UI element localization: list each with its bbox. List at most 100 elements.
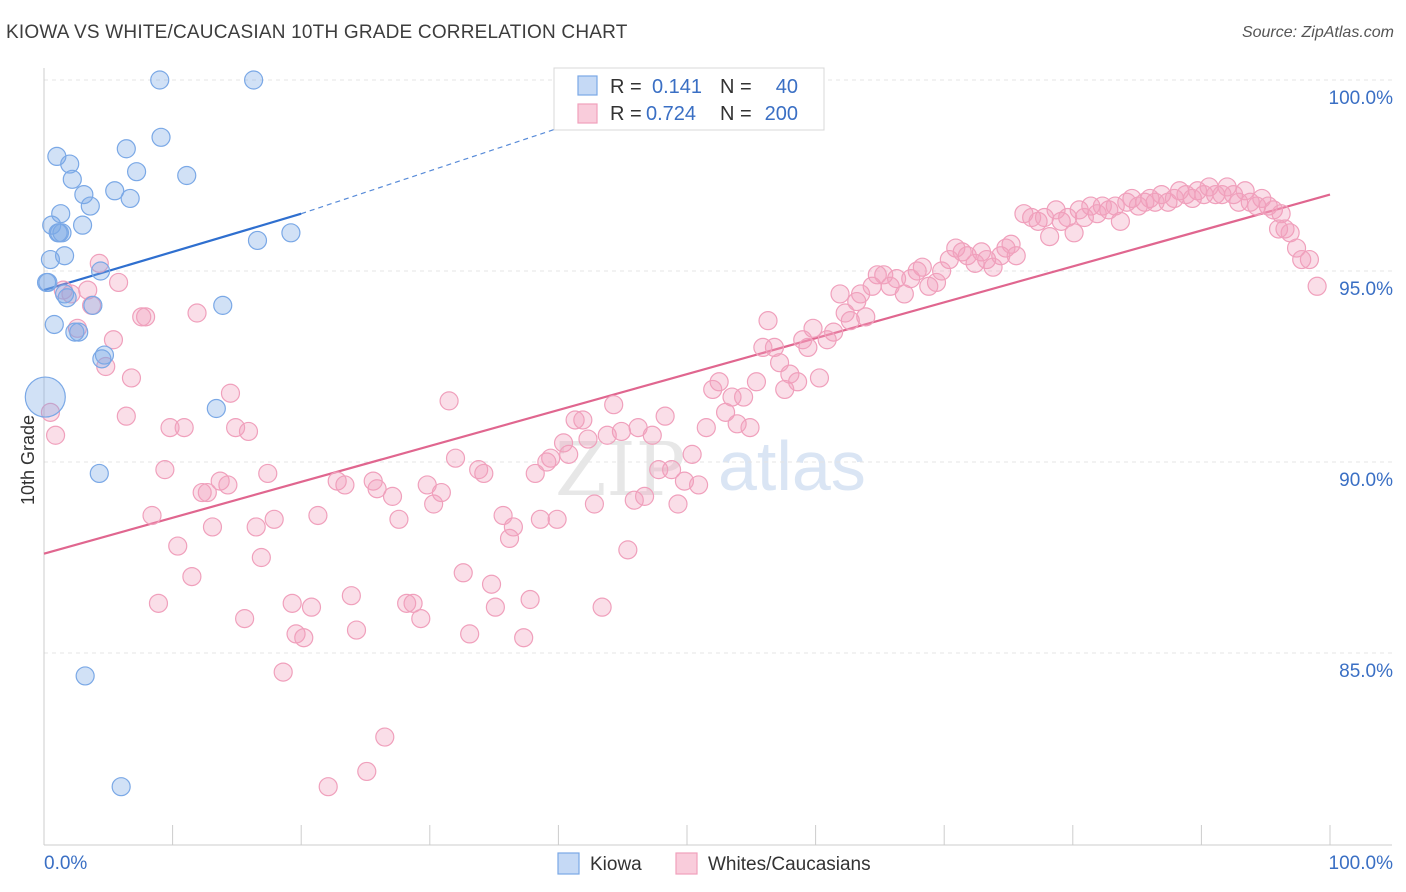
legend-r-label-1: R = xyxy=(610,76,642,98)
whites-point xyxy=(78,280,98,300)
whites-point xyxy=(411,609,431,629)
whites-point xyxy=(740,418,760,438)
whites-point xyxy=(341,586,361,606)
whites-point xyxy=(424,494,444,514)
whites-point xyxy=(335,475,355,495)
whites-point xyxy=(830,284,850,304)
whites-point xyxy=(764,337,785,357)
whites-point xyxy=(520,589,540,610)
whites-point xyxy=(578,429,598,449)
whites-point xyxy=(155,460,175,480)
whites-point xyxy=(907,261,927,281)
whites-point xyxy=(148,593,169,613)
whites-point xyxy=(142,505,162,526)
series-legend: Kiowa Whites/Caucasians xyxy=(557,852,871,875)
whites-point xyxy=(367,479,387,499)
whites-point xyxy=(453,563,473,583)
legend-n-label-2: N = xyxy=(720,103,752,125)
kiowa-point xyxy=(83,295,103,315)
kiowa-point xyxy=(150,70,170,90)
axes xyxy=(43,68,1392,846)
whites-point xyxy=(445,448,466,468)
kiowa-point xyxy=(40,249,61,270)
kiowa-point xyxy=(213,295,233,315)
whites-point xyxy=(1299,249,1320,270)
whites-point xyxy=(1275,219,1295,239)
kiowa-point xyxy=(44,314,64,335)
whites-point xyxy=(887,269,907,289)
whites-point xyxy=(1110,211,1130,231)
whites-point xyxy=(1268,219,1289,239)
whites-point xyxy=(634,486,655,506)
whites-point xyxy=(469,460,489,480)
whites-point xyxy=(382,486,403,506)
legend-r-label-2: R = xyxy=(610,103,642,125)
whites-point xyxy=(403,593,423,613)
chart-title: KIOWA VS WHITE/CAUCASIAN 10TH GRADE CORR… xyxy=(6,22,628,43)
whites-point xyxy=(722,387,742,407)
whites-point xyxy=(301,597,322,617)
whites-point xyxy=(611,421,632,442)
bottom-legend-swatch-kiowa xyxy=(557,852,580,875)
kiowa-point xyxy=(177,165,197,186)
whites-point xyxy=(1064,223,1084,243)
kiowa-point xyxy=(111,777,131,797)
whites-point xyxy=(727,414,747,434)
whites-point xyxy=(218,475,238,495)
whites-trend-line xyxy=(43,193,1331,555)
whites-point xyxy=(709,372,729,392)
whites-point xyxy=(192,482,212,503)
kiowa-point xyxy=(69,322,89,342)
whites-point xyxy=(1046,200,1066,220)
whites-point xyxy=(485,597,505,617)
whites-point xyxy=(604,395,624,415)
whites-point xyxy=(787,372,808,392)
y-tick-label: 95.0% xyxy=(1339,279,1393,300)
whites-point xyxy=(592,597,612,617)
kiowa-point xyxy=(116,139,136,159)
whites-point xyxy=(202,517,223,537)
whites-point xyxy=(294,628,314,648)
whites-point xyxy=(1040,227,1060,247)
whites-point xyxy=(952,242,972,262)
whites-point xyxy=(1292,249,1312,270)
whites-point xyxy=(273,662,293,682)
x-tick-label: 100.0% xyxy=(1329,853,1394,874)
whites-point xyxy=(121,368,142,388)
kiowa-point xyxy=(49,223,70,243)
whites-point xyxy=(682,444,702,464)
whites-point xyxy=(541,448,561,468)
whites-point xyxy=(439,391,459,411)
whites-point xyxy=(618,540,638,560)
whites-point xyxy=(1074,207,1094,228)
whites-point xyxy=(103,330,124,350)
whites-point xyxy=(108,272,129,293)
whites-point xyxy=(661,460,682,480)
whites-point xyxy=(397,593,417,613)
whites-point xyxy=(116,406,136,426)
whites-point xyxy=(1105,196,1125,216)
whites-point xyxy=(1217,177,1237,197)
whites-point xyxy=(389,509,409,529)
kiowa-point xyxy=(206,398,226,419)
bottom-legend-kiowa: Kiowa xyxy=(590,854,642,875)
legend-n-value-1: 40 xyxy=(776,76,798,98)
whites-point xyxy=(238,421,259,442)
kiowa-trend-line xyxy=(43,212,302,292)
whites-point xyxy=(246,517,266,537)
whites-point xyxy=(803,318,823,338)
kiowa-point xyxy=(60,154,80,174)
watermark-zip: ZIP xyxy=(555,427,685,513)
whites-point xyxy=(346,620,367,640)
whites-point xyxy=(733,387,754,407)
kiowa-point xyxy=(90,261,111,281)
y-axis-title: 10th Grade xyxy=(18,415,38,505)
kiowa-point xyxy=(92,349,112,369)
whites-point xyxy=(1235,181,1255,201)
whites-point xyxy=(1151,185,1172,205)
whites-point xyxy=(525,463,545,484)
whites-point xyxy=(559,444,579,464)
whites-point xyxy=(168,536,188,556)
stats-legend: R = 0.141 N = 40 R = 0.724 N = 200 xyxy=(553,67,825,131)
whites-point xyxy=(965,253,985,273)
